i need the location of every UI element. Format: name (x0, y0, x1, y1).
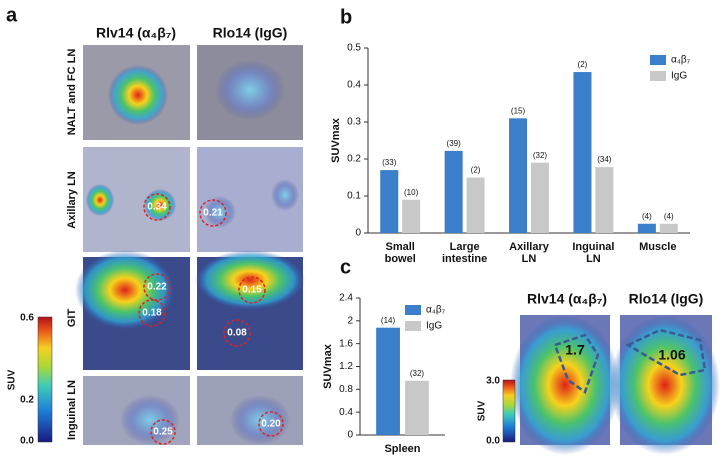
colorbar-label: 0.6 (20, 313, 34, 324)
x-tick-label: Spleen (384, 443, 420, 455)
x-tick-label: Muscle (639, 241, 676, 253)
pet-images (510, 315, 720, 455)
y-tick-label: 0.5 (347, 43, 361, 54)
bar (573, 72, 592, 233)
bar (376, 327, 400, 435)
roi-value: 1.06 (658, 347, 685, 363)
legend-label: IgG (426, 321, 442, 332)
colorbar (502, 379, 516, 443)
column-header: Rlo14 (IgG) (629, 291, 704, 307)
bar (466, 177, 485, 233)
y-tick-label: 0 (347, 430, 353, 441)
x-tick-label: Axillary LN (509, 241, 550, 265)
y-tick-label: 0.4 (339, 407, 353, 418)
bar (380, 170, 399, 233)
count-label: (39) (447, 139, 462, 148)
y-tick-label: 2 (347, 315, 353, 326)
roi-value: 0.20 (261, 419, 281, 430)
x-tick-label: Small bowel (385, 241, 416, 265)
x-tick-label-line: intestine (442, 253, 487, 265)
legend-swatch (405, 321, 421, 331)
bar (530, 162, 549, 233)
legend-swatch (405, 305, 421, 315)
roi-value: 0.34 (147, 202, 167, 213)
legend-label: IgG (671, 71, 687, 82)
y-axis-label: SUVmax (330, 117, 342, 163)
roi-value: 1.7 (565, 342, 585, 358)
roi-value: 0.21 (203, 208, 223, 219)
y-axis-label: SUVmax (322, 343, 334, 389)
row-label: NALT and FC LN (66, 49, 78, 136)
legend-label: α₄β₇ (671, 55, 691, 66)
bar (509, 118, 528, 233)
colorbar-title: SUV (7, 369, 18, 390)
roi-value: 0.25 (153, 427, 173, 438)
x-tick-label-line: Large (450, 241, 480, 253)
bar (637, 223, 656, 233)
x-tick-label: Large intestine (442, 241, 487, 265)
roi-value: 0.22 (147, 282, 167, 293)
y-tick-label: 0.2 (347, 154, 361, 165)
x-tick-label-line: bowel (385, 253, 416, 265)
count-label: (2) (578, 60, 588, 69)
bar (595, 167, 614, 233)
count-label: (2) (471, 166, 481, 175)
row-label: Axillary LN (66, 171, 78, 229)
x-tick-label-line: Small (386, 241, 415, 253)
y-tick-label: 0.3 (347, 117, 361, 128)
bar (659, 223, 678, 233)
y-tick-label: 0.8 (339, 384, 353, 395)
row-label: GIT (66, 309, 78, 328)
x-tick-label-line: Muscle (639, 241, 676, 253)
legend-swatch (650, 55, 666, 65)
pet-images (75, 45, 305, 445)
bar (405, 380, 429, 435)
bar (402, 199, 421, 233)
colorbar-label: 0.2 (20, 395, 34, 406)
count-label: (32) (533, 151, 548, 160)
roi-value: 0.18 (142, 308, 162, 319)
count-label: (33) (382, 158, 397, 167)
x-tick-label-line: Inguinal (572, 241, 614, 253)
count-label: (14) (381, 316, 396, 325)
colorbar (37, 316, 53, 443)
x-tick-label: Inguinal LN (572, 241, 614, 265)
y-tick-label: 0 (355, 228, 361, 239)
legend-label: α₄β₇ (426, 305, 446, 316)
x-tick-label-line: LN (522, 253, 537, 265)
y-tick-label: 0.1 (347, 191, 361, 202)
count-label: (34) (597, 155, 612, 164)
colorbar-label: 3.0 (486, 376, 500, 387)
x-tick-label-line: Spleen (384, 443, 420, 455)
count-label: (4) (664, 212, 674, 221)
x-tick-label-line: Axillary (509, 241, 550, 253)
colorbar-label: 0.0 (486, 436, 500, 447)
column-header: Rlv14 (α₄β₇) (96, 25, 176, 41)
count-label: (15) (511, 106, 526, 115)
y-tick-label: 1.2 (339, 361, 353, 372)
row-label: Inguinal LN (66, 380, 78, 440)
colorbar-title: SUV (477, 400, 488, 421)
count-label: (32) (410, 369, 425, 378)
count-label: (10) (404, 188, 419, 197)
x-tick-label-line: LN (586, 253, 601, 265)
column-header: Rlo14 (IgG) (213, 25, 288, 41)
bar (444, 150, 463, 233)
y-tick-label: 2.4 (339, 293, 353, 304)
roi-value: 0.08 (227, 328, 247, 339)
colorbar-label: 0.0 (20, 436, 34, 447)
panel-label: a (6, 4, 18, 26)
legend-swatch (650, 71, 666, 81)
panel-label: b (340, 6, 352, 28)
y-tick-label: 0.4 (347, 80, 361, 91)
column-header: Rlv14 (α₄β₇) (527, 291, 607, 307)
roi-value: 0.15 (242, 285, 262, 296)
count-label: (4) (642, 212, 652, 221)
y-tick-label: 1.6 (339, 338, 353, 349)
panel-label: c (340, 256, 351, 278)
